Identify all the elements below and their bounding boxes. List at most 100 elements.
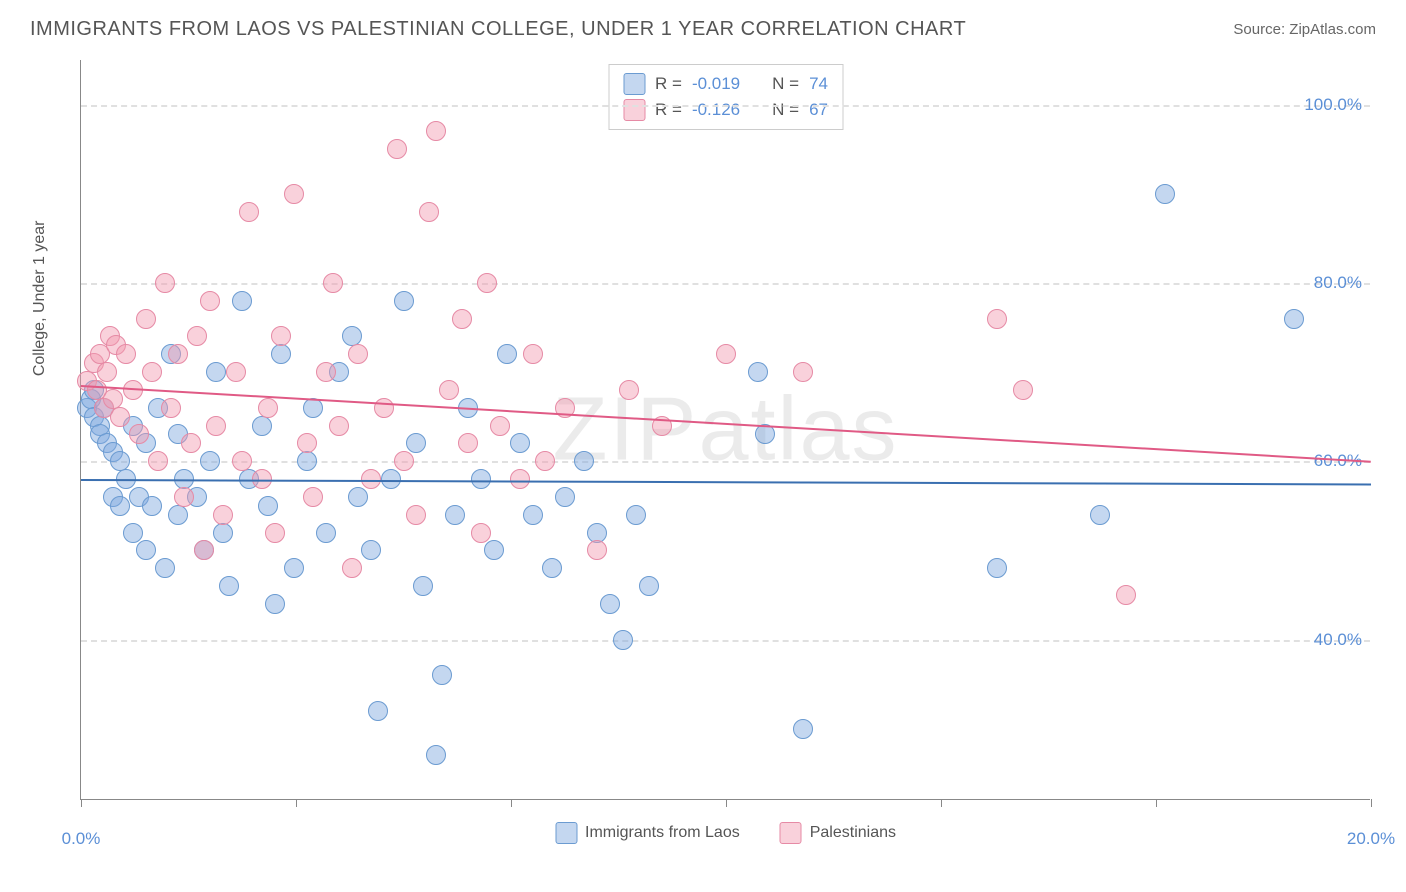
scatter-point: [213, 505, 233, 525]
scatter-point: [1155, 184, 1175, 204]
scatter-point: [316, 523, 336, 543]
scatter-point: [555, 487, 575, 507]
scatter-point: [626, 505, 646, 525]
stat-n-label: N =: [772, 74, 799, 94]
scatter-point: [136, 309, 156, 329]
scatter-point: [523, 505, 543, 525]
scatter-point: [142, 496, 162, 516]
scatter-point: [252, 416, 272, 436]
scatter-point: [987, 309, 1007, 329]
scatter-point: [471, 523, 491, 543]
scatter-point: [155, 273, 175, 293]
stat-n-value: 67: [809, 100, 828, 120]
scatter-point: [348, 344, 368, 364]
scatter-point: [1090, 505, 1110, 525]
scatter-point: [265, 594, 285, 614]
scatter-point: [419, 202, 439, 222]
scatter-point: [445, 505, 465, 525]
scatter-point: [297, 451, 317, 471]
scatter-point: [387, 139, 407, 159]
legend-swatch: [780, 822, 802, 844]
header: IMMIGRANTS FROM LAOS VS PALESTINIAN COLL…: [0, 0, 1406, 51]
scatter-point: [110, 496, 130, 516]
chart-container: College, Under 1 year ZIPatlas R =-0.019…: [50, 60, 1380, 830]
x-tick: [1156, 799, 1157, 807]
scatter-point: [148, 451, 168, 471]
scatter-point: [136, 540, 156, 560]
scatter-point: [406, 505, 426, 525]
scatter-point: [123, 523, 143, 543]
scatter-point: [348, 487, 368, 507]
scatter-point: [1116, 585, 1136, 605]
scatter-point: [200, 291, 220, 311]
plot-area: ZIPatlas R =-0.019N =74R =-0.126N =67 Im…: [80, 60, 1370, 800]
gridline: [81, 461, 1370, 463]
scatter-point: [748, 362, 768, 382]
scatter-point: [439, 380, 459, 400]
source-attribution: Source: ZipAtlas.com: [1233, 21, 1376, 38]
scatter-point: [258, 398, 278, 418]
trend-line: [81, 385, 1371, 463]
scatter-point: [639, 576, 659, 596]
scatter-point: [413, 576, 433, 596]
scatter-point: [587, 540, 607, 560]
scatter-point: [1284, 309, 1304, 329]
scatter-point: [155, 558, 175, 578]
scatter-point: [232, 451, 252, 471]
scatter-point: [342, 558, 362, 578]
trend-line: [81, 479, 1371, 485]
gridline: [81, 283, 1370, 285]
scatter-point: [574, 451, 594, 471]
scatter-point: [484, 540, 504, 560]
x-tick-label: 20.0%: [1347, 829, 1395, 849]
scatter-point: [510, 433, 530, 453]
source-name: ZipAtlas.com: [1289, 21, 1376, 38]
scatter-point: [187, 326, 207, 346]
stat-r-value: -0.126: [692, 100, 740, 120]
x-tick: [1371, 799, 1372, 807]
scatter-point: [206, 362, 226, 382]
x-tick: [81, 799, 82, 807]
scatter-point: [271, 344, 291, 364]
scatter-point: [600, 594, 620, 614]
scatter-point: [1013, 380, 1033, 400]
scatter-point: [477, 273, 497, 293]
gridline: [81, 105, 1370, 107]
scatter-point: [329, 416, 349, 436]
scatter-point: [394, 291, 414, 311]
y-tick-label: 80.0%: [1314, 273, 1362, 293]
scatter-point: [471, 469, 491, 489]
x-tick: [941, 799, 942, 807]
scatter-point: [142, 362, 162, 382]
scatter-point: [168, 344, 188, 364]
stat-n-value: 74: [809, 74, 828, 94]
scatter-point: [181, 433, 201, 453]
scatter-point: [265, 523, 285, 543]
stats-legend: R =-0.019N =74R =-0.126N =67: [608, 64, 843, 130]
scatter-point: [258, 496, 278, 516]
scatter-point: [97, 362, 117, 382]
legend-label: Palestinians: [810, 824, 896, 842]
scatter-point: [303, 487, 323, 507]
scatter-point: [793, 719, 813, 739]
bottom-legend: Immigrants from LaosPalestinians: [555, 822, 896, 844]
stat-r-label: R =: [655, 100, 682, 120]
scatter-point: [613, 630, 633, 650]
scatter-point: [194, 540, 214, 560]
y-tick-label: 100.0%: [1304, 95, 1362, 115]
scatter-point: [271, 326, 291, 346]
scatter-point: [381, 469, 401, 489]
scatter-point: [510, 469, 530, 489]
x-tick-label: 0.0%: [62, 829, 101, 849]
scatter-point: [129, 424, 149, 444]
scatter-point: [297, 433, 317, 453]
scatter-point: [452, 309, 472, 329]
scatter-point: [226, 362, 246, 382]
scatter-point: [497, 344, 517, 364]
stat-n-label: N =: [772, 100, 799, 120]
scatter-point: [987, 558, 1007, 578]
scatter-point: [458, 433, 478, 453]
scatter-point: [368, 701, 388, 721]
scatter-point: [535, 451, 555, 471]
scatter-point: [213, 523, 233, 543]
